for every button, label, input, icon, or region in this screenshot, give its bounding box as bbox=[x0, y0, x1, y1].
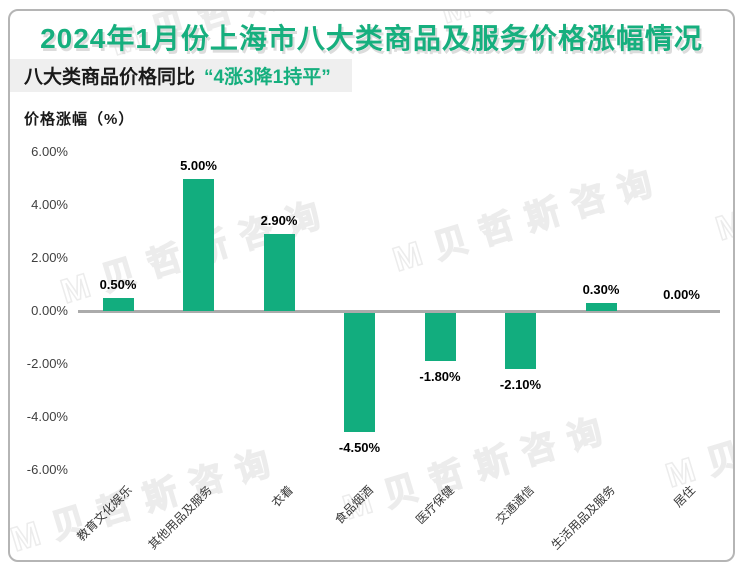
y-axis-tick-label: 2.00% bbox=[31, 250, 68, 265]
bar-4 bbox=[344, 313, 375, 433]
x-axis-category-label: 生活用品及服务 bbox=[548, 483, 618, 553]
y-axis-tick-label: 6.00% bbox=[31, 144, 68, 159]
y-axis-title: 价格涨幅（%） bbox=[24, 111, 135, 128]
x-axis-category-label: 居住 bbox=[671, 483, 699, 510]
y-axis-tick-label: 4.00% bbox=[31, 197, 68, 212]
bar-value-label: 0.50% bbox=[99, 276, 137, 292]
bar-6 bbox=[505, 313, 536, 369]
x-axis-line bbox=[78, 310, 720, 313]
subtitle-bar: 八大类商品价格同比 “4涨3降1持平” bbox=[10, 59, 352, 92]
bar-value-label: -2.10% bbox=[499, 376, 542, 392]
bar-value-label: -4.50% bbox=[338, 440, 381, 456]
y-axis-tick-label: -2.00% bbox=[26, 356, 68, 371]
bar-value-label: 0.00% bbox=[663, 287, 700, 302]
chart-card: M贝哲斯咨询M贝哲斯咨询M贝哲斯咨询M贝哲斯咨询M贝哲斯咨询M贝哲斯咨询M贝哲斯… bbox=[8, 9, 735, 562]
x-axis-category-label: 教育文化娱乐 bbox=[74, 483, 135, 544]
subtitle-label: 八大类商品价格同比 bbox=[24, 67, 196, 88]
subtitle-highlight: “4涨3降1持平” bbox=[204, 67, 331, 88]
bar-1 bbox=[102, 297, 134, 311]
bar-7 bbox=[585, 303, 617, 311]
bar-3 bbox=[263, 234, 295, 311]
bar-2 bbox=[183, 178, 214, 311]
x-axis-category-label: 食品烟酒 bbox=[332, 483, 377, 527]
bar-5 bbox=[424, 313, 456, 361]
bar-chart: 6.00% 4.00% 2.00% 0.00% -2.00% -4.00% -6.00% 0.… bbox=[10, 11, 733, 560]
page-title: 2024年1月份上海市八大类商品及服务价格涨幅情况 bbox=[40, 23, 703, 54]
x-axis-category-label: 其他用品及服务 bbox=[146, 483, 216, 553]
x-axis-category-label: 交通通信 bbox=[493, 483, 538, 527]
bar-value-label: 2.90% bbox=[260, 213, 298, 229]
x-axis-category-label: 医疗保健 bbox=[413, 483, 457, 527]
bar-value-label: 0.30% bbox=[582, 282, 620, 298]
y-axis-tick-label: -6.00% bbox=[26, 462, 68, 477]
y-axis-tick-label: -4.00% bbox=[26, 409, 68, 424]
bar-value-label: -1.80% bbox=[419, 368, 461, 384]
x-axis-category-label: 衣着 bbox=[269, 483, 296, 510]
y-axis-tick-label: 0.00% bbox=[31, 303, 68, 318]
bar-value-label: 5.00% bbox=[180, 157, 217, 173]
